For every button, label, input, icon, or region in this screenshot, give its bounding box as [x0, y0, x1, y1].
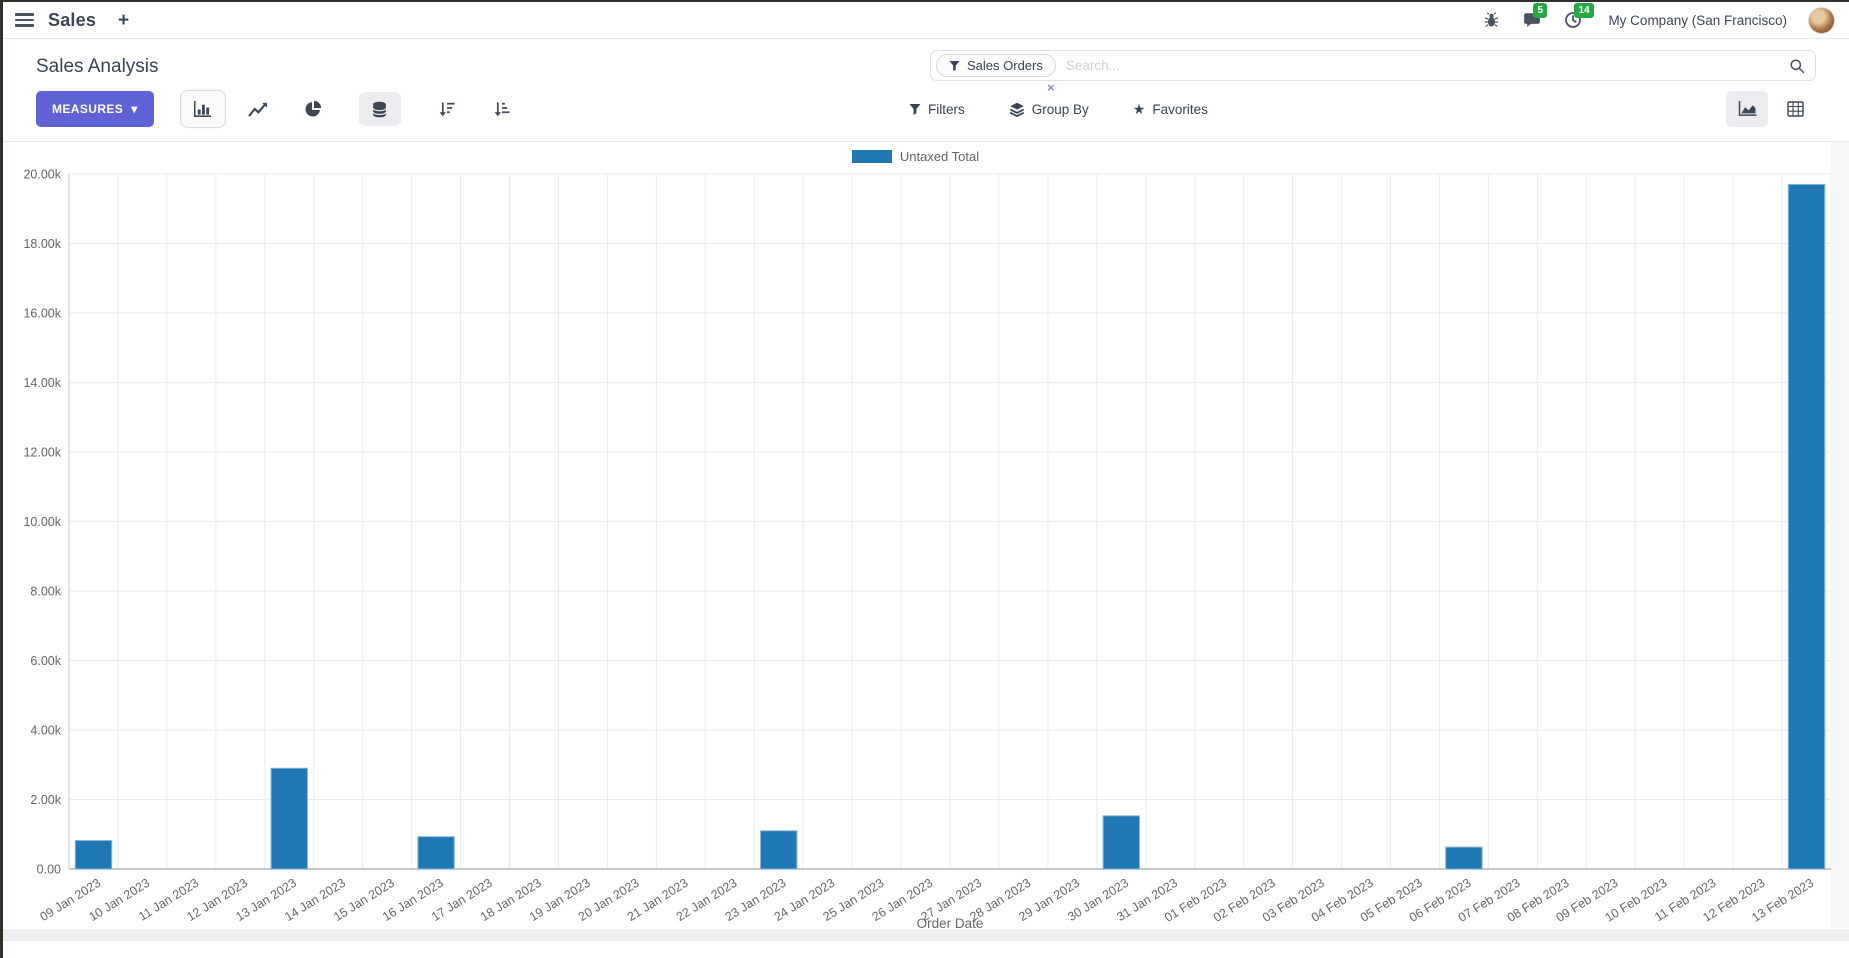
stacked-toggle-button[interactable] [358, 92, 401, 126]
pivot-grid-icon [1786, 101, 1804, 117]
sort-descending-button[interactable] [424, 90, 470, 128]
measures-button[interactable]: MEASURES ▾ [36, 91, 154, 127]
filter-funnel-icon [909, 103, 921, 115]
top-navbar: Sales + 5 14 My Compan [3, 2, 1849, 39]
control-panel: Sales Analysis Sales Orders × [3, 39, 1849, 142]
chart-container: Untaxed Total 0.00 2.00k 4.00k 6.00k 8.00k 10… [3, 142, 1849, 941]
favorites-button[interactable]: ★ Favorites [1132, 101, 1208, 117]
y-tick-label: 20.00k [23, 168, 61, 182]
activities-count-badge: 14 [1574, 3, 1594, 18]
y-tick-label: 12.00k [23, 446, 61, 460]
sort-amount-asc-icon [494, 102, 510, 117]
bar-16-jan-2023[interactable] [417, 836, 455, 870]
debug-bug-icon[interactable] [1481, 10, 1501, 30]
sort-ascending-button[interactable] [479, 90, 525, 128]
chart-legend[interactable]: Untaxed Total [3, 149, 1828, 164]
y-tick-label: 4.00k [30, 724, 61, 738]
database-stacked-icon [372, 101, 387, 117]
bar-chart-mode-button[interactable] [179, 90, 226, 128]
layers-icon [1009, 102, 1024, 117]
page-title: Sales Analysis [36, 56, 159, 77]
y-tick-label: 8.00k [30, 585, 61, 599]
y-tick-label: 16.00k [23, 307, 61, 321]
sort-amount-desc-icon [439, 102, 455, 117]
bar-09-jan-2023[interactable] [74, 840, 113, 870]
search-bar[interactable]: Sales Orders × [930, 50, 1816, 95]
bar-13-feb-2023[interactable] [1787, 183, 1826, 870]
line-chart-icon [248, 102, 268, 117]
new-tab-plus-button[interactable]: + [118, 9, 130, 31]
bar-06-feb-2023[interactable] [1445, 846, 1483, 870]
x-axis-title: Order Date [917, 916, 984, 929]
legend-swatch [851, 150, 892, 163]
bar-30-jan-2023[interactable] [1102, 815, 1141, 870]
group-by-button[interactable]: Group By [1009, 102, 1089, 117]
line-chart-mode-button[interactable] [235, 90, 281, 128]
pie-chart-mode-button[interactable] [290, 90, 336, 128]
y-tick-label: 14.00k [23, 376, 61, 390]
y-tick-label: 6.00k [30, 654, 61, 668]
right-margin-strip [1831, 142, 1849, 928]
sales-analysis-bar-chart[interactable]: 0.00 2.00k 4.00k 6.00k 8.00k 10.00k 12.00k 14.0… [3, 142, 1849, 931]
pivot-view-button[interactable] [1774, 91, 1816, 127]
search-input[interactable] [1065, 58, 1789, 73]
filters-button[interactable]: Filters [909, 102, 965, 117]
facet-label: Sales Orders [967, 58, 1043, 73]
bar-13-jan-2023[interactable] [270, 767, 308, 870]
search-facet-sales-orders[interactable]: Sales Orders [936, 54, 1056, 77]
app-name[interactable]: Sales [48, 9, 97, 30]
y-tick-label: 2.00k [30, 793, 61, 807]
bar-23-jan-2023[interactable] [759, 830, 798, 870]
y-tick-label: 18.00k [23, 237, 61, 251]
y-tick-label: 0.00 [37, 863, 61, 877]
search-icon[interactable] [1789, 58, 1805, 74]
legend-label: Untaxed Total [899, 149, 980, 164]
apps-menu-icon[interactable] [15, 13, 34, 27]
bar-chart-icon [194, 100, 212, 117]
pie-chart-icon [305, 100, 321, 117]
remove-facet-icon[interactable]: × [1047, 80, 1055, 95]
star-icon: ★ [1132, 101, 1146, 117]
y-tick-label: 10.00k [23, 515, 61, 529]
activities-clock-icon[interactable]: 14 [1563, 3, 1594, 30]
messages-icon[interactable]: 5 [1522, 3, 1547, 30]
horizontal-scrollbar[interactable] [3, 929, 1849, 941]
caret-down-icon: ▾ [131, 102, 138, 116]
messages-count-badge: 5 [1533, 3, 1547, 18]
area-chart-icon [1738, 101, 1756, 116]
filter-funnel-icon [949, 60, 960, 71]
graph-view-button[interactable] [1726, 91, 1768, 127]
user-avatar[interactable] [1808, 6, 1835, 34]
company-switcher[interactable]: My Company (San Francisco) [1608, 12, 1787, 28]
